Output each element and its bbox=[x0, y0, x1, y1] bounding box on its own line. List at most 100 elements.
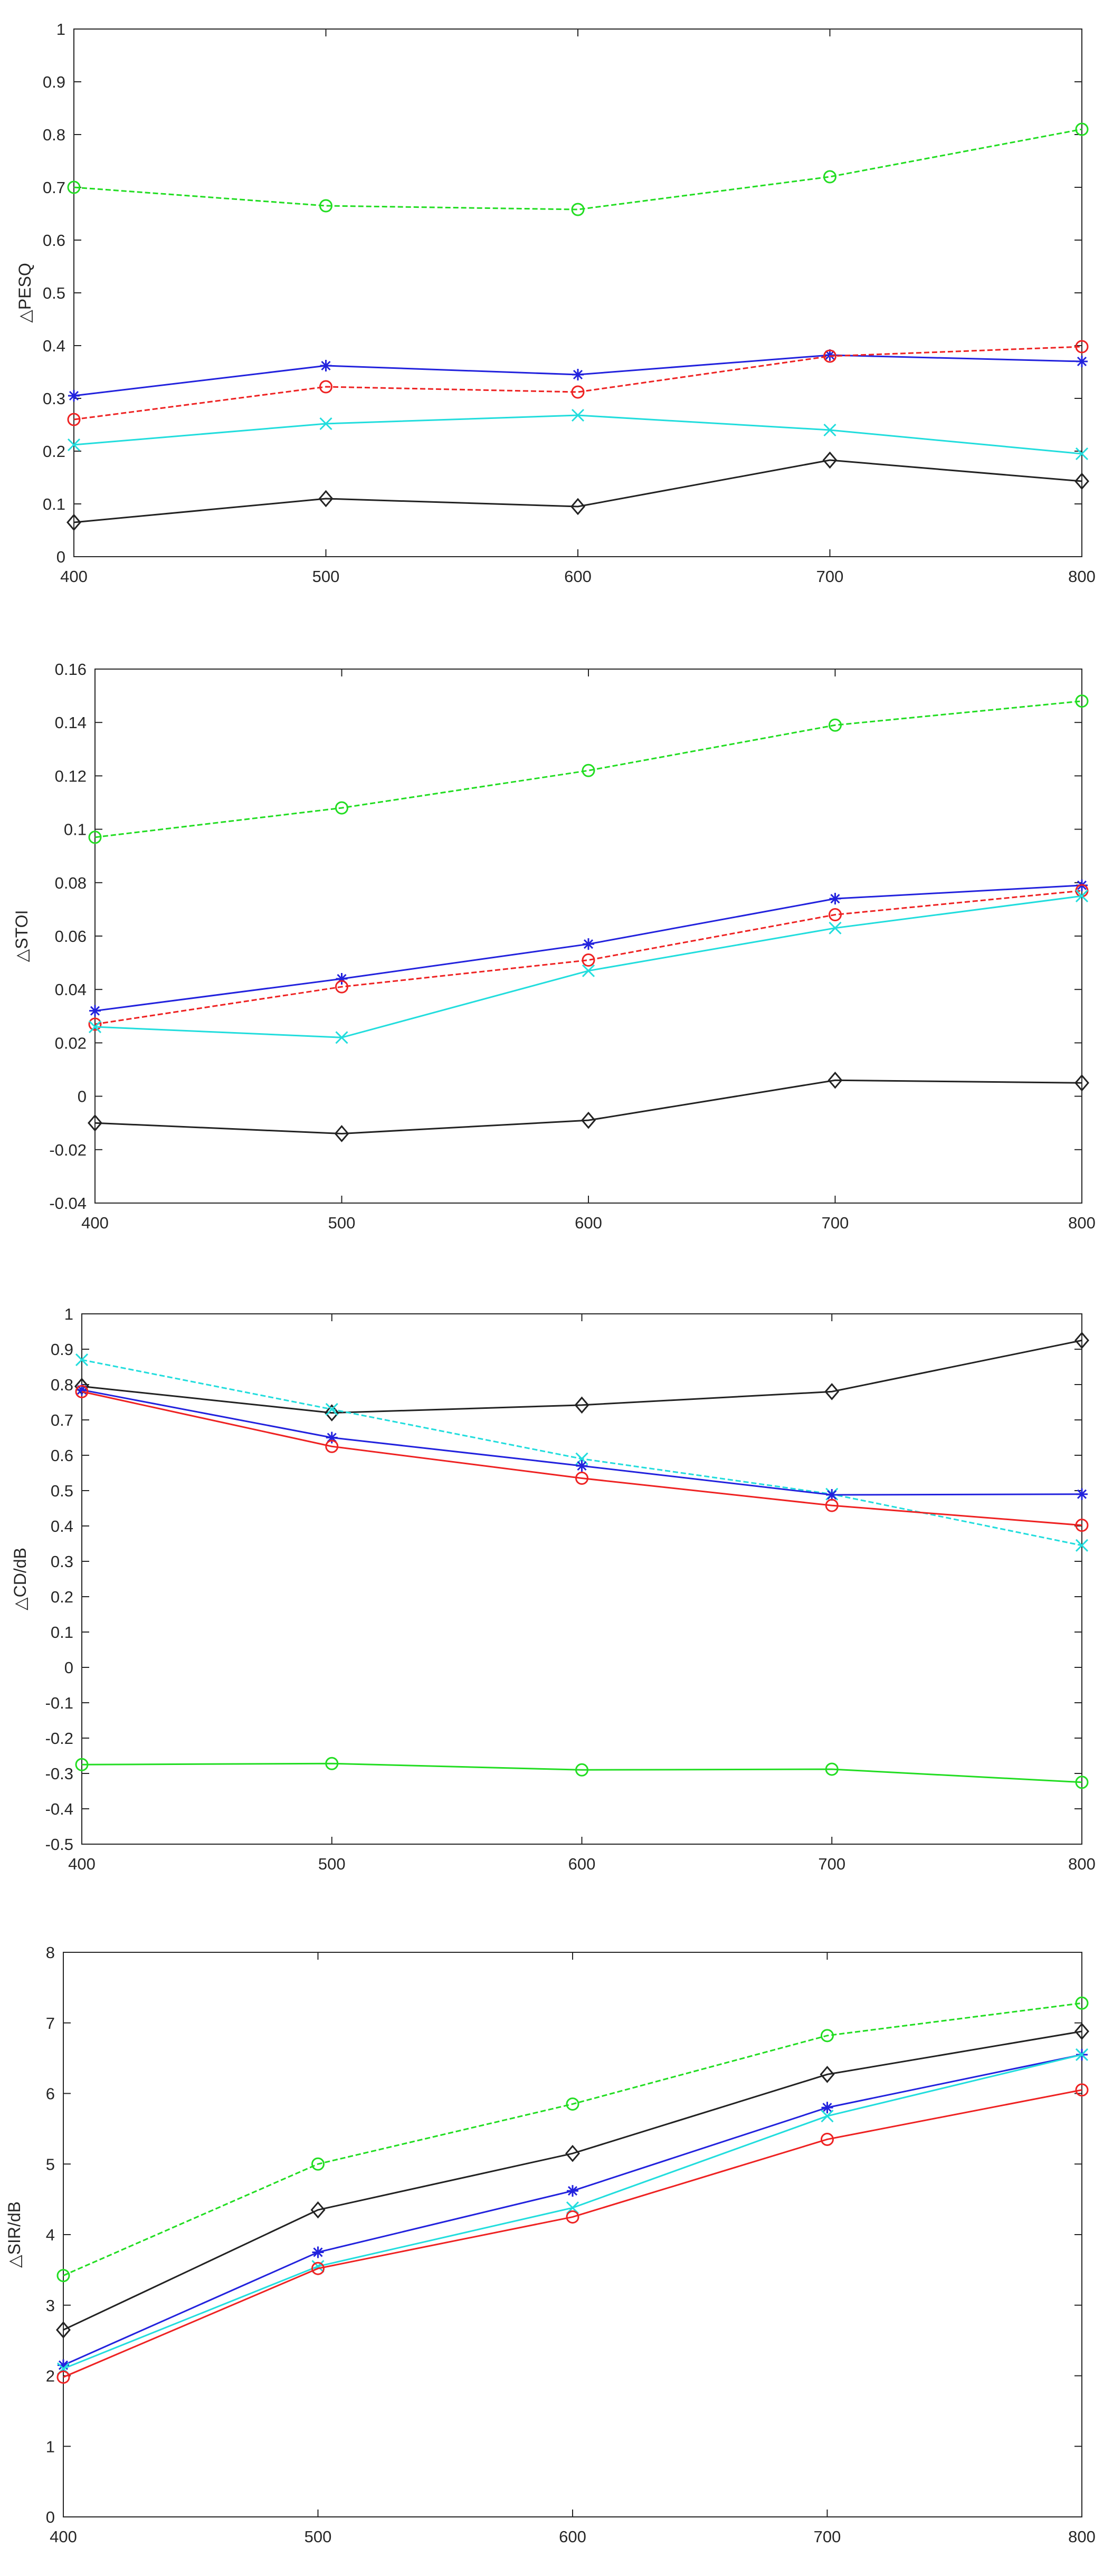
chart-3-series-blue bbox=[76, 1384, 1088, 1501]
chart-1-ytick-label: 0 bbox=[56, 548, 65, 566]
chart-2-ytick-label: 0.08 bbox=[55, 874, 87, 892]
chart-1-series-red-point bbox=[319, 380, 332, 394]
chart-1-series-cyan-line bbox=[73, 414, 1082, 455]
chart-3-ytick-label: 0.7 bbox=[51, 1411, 73, 1429]
chart-2-ytick-label: 0.14 bbox=[55, 713, 87, 732]
chart-4-series-green-line bbox=[63, 2002, 1082, 2276]
chart-2-series-black bbox=[88, 1071, 1089, 1142]
chart-1-series-black-point bbox=[570, 498, 585, 516]
chart-1-series-cyan bbox=[67, 408, 1089, 461]
chart-3-series-green-point bbox=[825, 1762, 839, 1776]
chart-2-series-red bbox=[88, 884, 1089, 1031]
chart-4-series-red-point bbox=[311, 2262, 325, 2275]
chart-2-ytick-label: 0.16 bbox=[55, 660, 87, 679]
chart-1-series-black-point bbox=[318, 490, 334, 508]
chart-3-series-black bbox=[74, 1331, 1089, 1421]
chart-1-series-cyan-point bbox=[571, 408, 585, 422]
chart-1-series-blue-point bbox=[572, 369, 584, 380]
chart-4-ytick-label: 7 bbox=[46, 2014, 55, 2033]
chart-4-series-blue-point bbox=[567, 2185, 578, 2197]
chart-1-xtick-label: 400 bbox=[60, 567, 88, 586]
chart-1-series-red-point bbox=[571, 385, 585, 399]
chart-2-axes-box bbox=[94, 669, 1082, 1204]
chart-2-series-cyan bbox=[88, 890, 1089, 1044]
chart-2-series-blue-point bbox=[89, 1005, 101, 1017]
chart-1-series-black-point bbox=[66, 513, 81, 531]
chart-3-series-cyan-line bbox=[81, 1359, 1082, 1547]
chart-4-series-black bbox=[56, 2022, 1089, 2339]
chart-2-series-red-line bbox=[94, 890, 1082, 1025]
chart-1-series-cyan-point bbox=[319, 417, 332, 431]
chart-4-ytick-label: 5 bbox=[46, 2155, 55, 2173]
chart-3-xtick-label: 800 bbox=[1068, 1855, 1096, 1873]
chart-2-ytick-label: 0.04 bbox=[55, 980, 87, 999]
chart-4-series-red-point bbox=[56, 2370, 70, 2384]
chart-1-series-green-point bbox=[823, 170, 836, 184]
chart-2-ytick-label: 0 bbox=[78, 1087, 87, 1106]
chart-2: -0.04 -0.02 0 0.02 0.04 0.06 0.08 0.1 0.12 0.14 0.… bbox=[12, 660, 1096, 1232]
chart-1-ytick-label: 0.5 bbox=[43, 284, 65, 302]
chart-4-xtick-label: 400 bbox=[50, 2527, 77, 2546]
chart-1-ytick-label: 0.6 bbox=[43, 231, 65, 250]
chart-3-ytick-label: -0.5 bbox=[45, 1835, 73, 1854]
chart-1-series-green-point bbox=[1075, 122, 1089, 136]
chart-4-series-cyan-point bbox=[821, 2110, 834, 2123]
chart-4-series-blue-point bbox=[312, 2246, 324, 2258]
chart-3-series-blue-point bbox=[1076, 1488, 1088, 1500]
chart-1-series-red-point bbox=[67, 413, 81, 426]
chart-3-series-green-point bbox=[575, 1763, 588, 1777]
chart-2-ytick-label: 0.12 bbox=[55, 767, 87, 785]
chart-1-xtick-label: 500 bbox=[312, 567, 340, 586]
chart-2-series-red-point bbox=[582, 953, 595, 967]
chart-4-ytick-label: 8 bbox=[46, 1943, 55, 1962]
chart-1-series-cyan-point bbox=[823, 423, 836, 437]
chart-3-ytick-label: 0.2 bbox=[51, 1588, 73, 1606]
chart-2-series-black-point bbox=[334, 1125, 349, 1142]
chart-3-ytick-label: 1 bbox=[64, 1305, 73, 1323]
chart-1-ytick-label: 0.7 bbox=[43, 178, 65, 197]
chart-1-series-blue-point bbox=[68, 390, 80, 402]
chart-1-ytick-label: 0.3 bbox=[43, 389, 65, 408]
chart-3-ytick-label: -0.4 bbox=[45, 1800, 73, 1818]
chart-2-series-green-point bbox=[582, 764, 595, 777]
chart-3-series-black-line bbox=[81, 1339, 1082, 1414]
chart-1-series-red bbox=[67, 340, 1089, 426]
chart-2-series-blue bbox=[89, 879, 1088, 1017]
chart-4-series-black-point bbox=[565, 2144, 580, 2162]
chart-4-series-black-point bbox=[310, 2201, 326, 2219]
chart-4-series-red-point bbox=[566, 2210, 579, 2224]
chart-3-ytick-label: 0.9 bbox=[51, 1340, 73, 1359]
chart-1-ytick-label: 0.2 bbox=[43, 442, 65, 461]
chart-2-series-green-point bbox=[88, 831, 102, 844]
chart-1-series-black-line bbox=[73, 459, 1082, 523]
chart-4-series-blue-line bbox=[63, 2054, 1082, 2366]
chart-3-series-red-point bbox=[75, 1385, 89, 1398]
chart-2-series-cyan-line bbox=[94, 895, 1082, 1038]
chart-4-series-black-point bbox=[820, 2066, 835, 2083]
chart-2-series-green-point bbox=[335, 801, 348, 815]
chart-2-series-black-line bbox=[94, 1079, 1082, 1134]
chart-3-series-green-point bbox=[1075, 1776, 1089, 1789]
chart-3-ytick-label: 0.4 bbox=[51, 1517, 73, 1535]
chart-3-xtick-label: 500 bbox=[318, 1855, 346, 1873]
chart-3-series-green bbox=[75, 1757, 1089, 1789]
chart-4-series-red-line bbox=[63, 2089, 1082, 2378]
chart-1-ytick-label: 0.4 bbox=[43, 337, 65, 355]
chart-3-ytick-label: -0.1 bbox=[45, 1694, 73, 1712]
chart-3-series-red-point bbox=[1075, 1519, 1089, 1532]
chart-1-xtick-label: 800 bbox=[1068, 567, 1096, 586]
chart-3: -0.5 -0.4 -0.3 -0.2 -0.1 0 0.1 0.2 0.3 0.4 0.5 0.6 0… bbox=[11, 1305, 1096, 1873]
chart-1: 0 0.1 0.2 0.3 0.4 0.5 0.6 0.7 0.8 0.9 1 400 500 600 70… bbox=[15, 20, 1096, 586]
chart-2-series-black-point bbox=[88, 1114, 102, 1132]
chart-1-series-green-point bbox=[319, 199, 332, 213]
chart-4-series-green-point bbox=[566, 2097, 579, 2111]
chart-3-series-blue-point bbox=[576, 1460, 588, 1472]
chart-3-ylabel: △CD/dB bbox=[11, 1548, 30, 1610]
chart-1-series-red-line bbox=[73, 346, 1082, 421]
chart-4-series-cyan-point bbox=[1075, 2048, 1089, 2062]
chart-2-series-red-point bbox=[335, 980, 348, 994]
chart-4-series-green bbox=[56, 1996, 1089, 2283]
chart-1-series-blue-point bbox=[320, 360, 332, 371]
chart-1-ytick-label: 0.9 bbox=[43, 73, 65, 91]
